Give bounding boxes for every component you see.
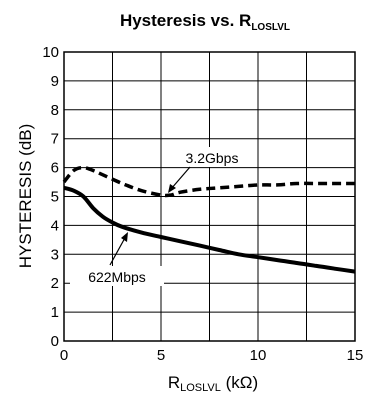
plot-frame — [63, 51, 356, 342]
label-622mbps: 622Mbps — [88, 269, 146, 285]
series-lines — [62, 165, 356, 274]
y-tick-label: 2 — [51, 275, 59, 292]
x-tick-label: 0 — [60, 347, 68, 364]
y-tick-label: 9 — [51, 73, 59, 90]
x-axis-label-main: R — [168, 373, 180, 392]
y-axis-label: HYSTERESIS (dB) — [16, 124, 35, 269]
x-axis-label: RLOSLVL (kΩ) — [168, 373, 258, 394]
grid — [64, 51, 355, 342]
x-axis-label-subscript: LOSLVL — [180, 382, 221, 394]
x-tick-label: 10 — [250, 347, 267, 364]
chart-title: Hysteresis vs. RLOSLVL — [120, 11, 290, 33]
y-tick-label: 4 — [51, 217, 59, 234]
y-tick-label: 7 — [51, 131, 59, 148]
y-tick-label: 6 — [51, 160, 59, 177]
y-tick-label: 10 — [42, 44, 59, 61]
y-tick-label: 5 — [51, 189, 59, 206]
arrow-622mbps — [109, 232, 128, 266]
y-tick-labels: 0 1 2 3 4 5 6 7 8 9 10 — [42, 44, 59, 350]
series-line-3-2gbps — [62, 165, 355, 198]
arrow-3.2gbps — [168, 166, 191, 193]
x-axis-label-unit: (kΩ) — [221, 373, 258, 392]
label-3.2gbps-bg — [178, 147, 246, 167]
label-3.2gbps: 3.2Gbps — [186, 150, 239, 166]
label-622mbps-bg — [70, 266, 164, 286]
chart-title-subscript: LOSLVL — [251, 22, 290, 33]
x-tick-label: 5 — [157, 347, 165, 364]
x-tick-label: 15 — [347, 347, 364, 364]
y-tick-label: 0 — [51, 333, 59, 350]
y-tick-label: 1 — [51, 304, 59, 321]
y-tick-label: 3 — [51, 246, 59, 263]
x-tick-labels: 0 5 10 15 — [60, 347, 364, 364]
y-tick-label: 8 — [51, 102, 59, 119]
chart-title-main: Hysteresis vs. R — [120, 11, 251, 30]
series-line-622mbps — [63, 185, 356, 274]
